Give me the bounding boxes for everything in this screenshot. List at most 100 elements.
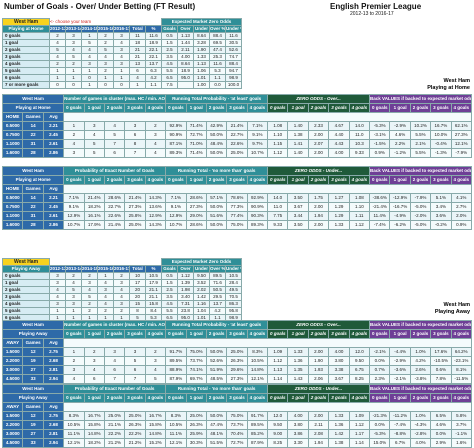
cell: 26.3%	[124, 420, 146, 430]
cell: -38.6%	[369, 193, 391, 203]
goal-head: 4 goals	[348, 329, 371, 339]
cell: 5	[65, 286, 82, 294]
band: Running Total Probability - 'at least' g…	[165, 94, 269, 104]
cell: 48.5%	[205, 374, 228, 384]
cell: 1.6000	[1, 220, 24, 230]
cell: -11.2%	[389, 411, 411, 421]
cell: 2.81	[42, 429, 65, 439]
col-head: 2014-15	[81, 265, 98, 273]
cell: -7.4%	[369, 220, 391, 230]
band: Probability of Exact Number of Goals	[63, 166, 167, 176]
cell: 2	[49, 60, 66, 68]
cell: 72.7%	[226, 438, 248, 448]
data-row: 0.5000 14 2.21 7.1% 21.4% 28.6% 21.4% 14.3% 7.1%…	[1, 193, 473, 203]
cell: 18.9	[145, 39, 162, 47]
cell: -21.4%	[369, 202, 391, 212]
column-heads: Playing Away 2012-13 2013-14 2014-15 2015-16…	[2, 265, 242, 273]
cell: 75.0%	[226, 220, 248, 230]
cell: 15.8%	[144, 420, 167, 430]
band: Running Total Probability - 'at least' g…	[165, 320, 269, 330]
cell: 2.45	[42, 130, 65, 140]
goal-head: 3 goals	[430, 175, 452, 185]
cell: -10.5%	[430, 356, 452, 366]
cell: 1.10	[348, 202, 371, 212]
cell: 2.7%	[450, 202, 473, 212]
cell: 7.8%	[430, 374, 452, 384]
cell: 1.04	[193, 307, 210, 315]
cell: 3	[113, 46, 130, 54]
venue-row: Playing at Home 0 goals 1 goal 2 goals 3 goa…	[1, 175, 473, 185]
side-head: HOME	[1, 112, 24, 122]
goal-head: 3 goals	[124, 393, 146, 403]
cell: 2.75	[42, 347, 65, 357]
team-name: West Ham	[2, 258, 50, 266]
cell: 1.5	[161, 39, 178, 47]
cell: 7.1%	[246, 121, 269, 131]
cell: 14.8%	[246, 365, 269, 375]
cell: 5	[81, 293, 98, 301]
data-row: 1.5000 12 2.75 1 2 3 3 2 91.7% 75.0% 50.0% 25.0% 8.3…	[1, 347, 473, 357]
goal-head: 1 goal	[185, 103, 207, 113]
cell: 2	[97, 39, 114, 47]
cell: 12	[22, 411, 44, 421]
cell: 12.1%	[165, 438, 187, 448]
cell: 28.4	[225, 279, 242, 287]
table-summary: West Ham Expected Market Zero Odds Playing…	[2, 258, 242, 329]
cell: 73.7%	[185, 356, 207, 366]
cell: 57.1%	[205, 193, 228, 203]
cell: -2.9%	[389, 356, 411, 366]
col-head: 2015-16	[97, 265, 114, 273]
cell: 3	[65, 39, 82, 47]
cell: 0.7%	[369, 365, 391, 375]
col-head: 2014-15	[81, 25, 98, 33]
cell: 90.9%	[165, 130, 187, 140]
cell: 21.4%	[124, 193, 146, 203]
cell: 9.50	[193, 272, 210, 280]
cell: 12.1%	[246, 374, 269, 384]
cell: 5	[103, 130, 126, 140]
cell: 28.6%	[185, 193, 207, 203]
goal-head: 1 goal	[287, 329, 309, 339]
cell: 1.42	[328, 429, 350, 439]
cell: 3	[97, 286, 114, 294]
cell: -5.3%	[369, 121, 391, 131]
cell: -2.1%	[369, 347, 391, 357]
cell: 6	[103, 148, 126, 158]
cell: 5	[81, 39, 98, 47]
side-head: Avg	[42, 338, 65, 348]
cell: -1.3%	[430, 148, 452, 158]
side-heads: HOME Games Avg	[1, 184, 472, 194]
cell: -5.3%	[369, 429, 391, 439]
side-head: HOME	[1, 184, 24, 194]
goal-row: 4 goals 2 2 3 3 3 13 13.7 4.5 8.64 1.13 11.6 88.4	[2, 60, 242, 68]
goal-label: 2 goals	[2, 286, 50, 294]
col-head: Goals	[161, 25, 178, 33]
cell: 2.21	[42, 193, 65, 203]
band: ZERO ODDS - Over...	[267, 94, 371, 104]
cell: 2	[144, 121, 167, 131]
cell: 2	[97, 32, 114, 40]
side-head: Avg	[42, 402, 65, 412]
band: Back VALUES if backed to expected market…	[369, 166, 472, 176]
cell: 1	[97, 272, 114, 280]
cell: 6	[103, 365, 126, 375]
band: Back VALUES if backed to expected market…	[369, 94, 472, 104]
cell: 21.2%	[124, 438, 146, 448]
side-head: Games	[22, 402, 44, 412]
goal-row: 5 goals 1 1 1 2 1 6 6.3 5.5 18.9 1.06 5.3 94.7	[2, 67, 242, 75]
band: Running Total - 'no more than' goals	[165, 166, 269, 176]
cell: 69.7%	[185, 374, 207, 384]
cell: 88.4	[225, 60, 242, 68]
data-row: 1.5000 12 2.75 8.3% 16.7% 25.0% 25.0% 16.7% 8.3%…	[1, 411, 473, 421]
band: ZERO ODDS - Under...	[267, 384, 371, 394]
goal-head: 2 goals	[205, 175, 228, 185]
cell: 12.9%	[165, 211, 187, 221]
cell: 1.27	[328, 193, 350, 203]
cell: 1.6000	[1, 148, 24, 158]
cell: 92.9%	[165, 121, 187, 131]
hint: <- choose your team	[50, 18, 92, 24]
cell: 1.1	[145, 81, 162, 89]
cell: 1.0%	[409, 411, 432, 421]
data-row: 2.2000 19 2.68 10.5% 15.8% 21.1% 26.3% 15.8% 10.…	[1, 420, 473, 430]
cell: 17.6%	[430, 347, 452, 357]
